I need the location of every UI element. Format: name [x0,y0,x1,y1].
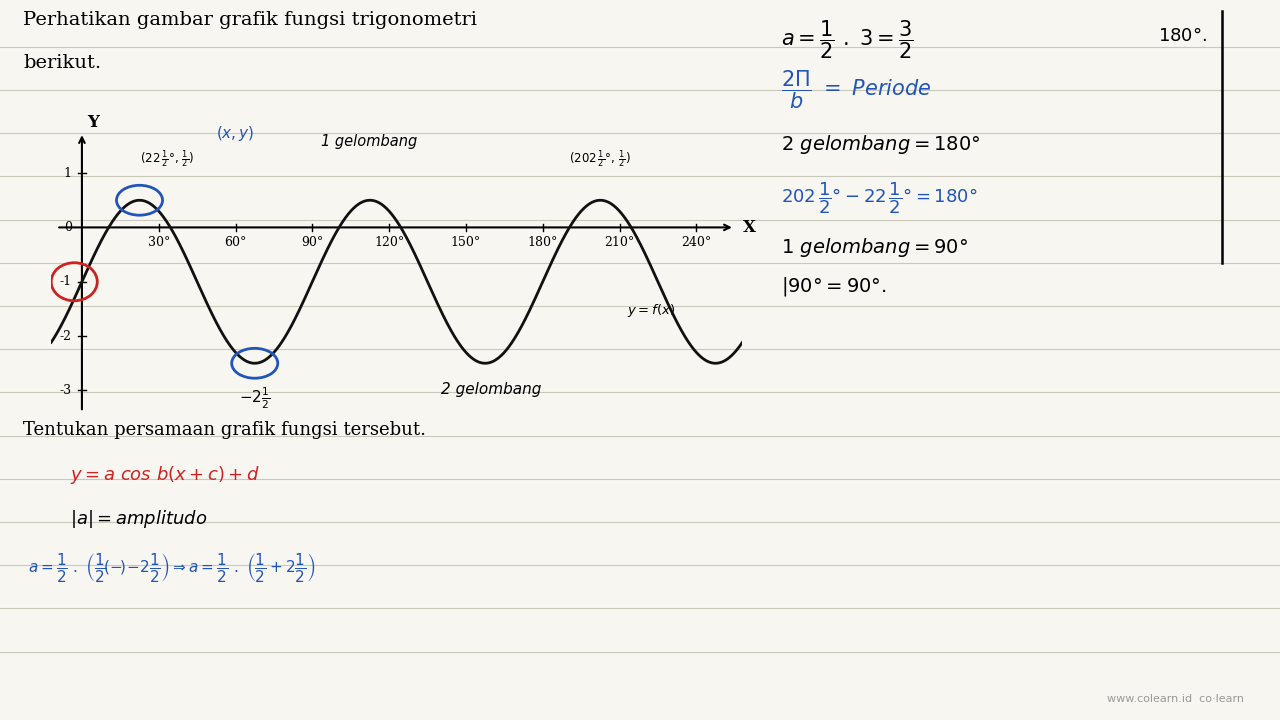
Text: $\dfrac{2\Pi}{b}\ =\ Periode$: $\dfrac{2\Pi}{b}\ =\ Periode$ [781,68,932,111]
Text: $(22\,\frac{1}{2}°,\,\frac{1}{2})$: $(22\,\frac{1}{2}°,\,\frac{1}{2})$ [140,148,193,171]
Text: 210°: 210° [604,235,635,248]
Text: $|a|= amplitudo$: $|a|= amplitudo$ [70,508,207,530]
Text: 1 gelombang: 1 gelombang [320,134,417,148]
Text: $y= a \ cos \ b(x+c)+d$: $y= a \ cos \ b(x+c)+d$ [70,464,260,487]
Text: 30°: 30° [147,235,170,248]
Text: Y: Y [87,114,99,131]
Text: $2\ gelombang = 180°$: $2\ gelombang = 180°$ [781,133,980,156]
Text: $-2\frac{1}{2}$: $-2\frac{1}{2}$ [239,385,270,410]
Text: $180°.$: $180°.$ [1158,27,1207,45]
Text: $(x,y)$: $(x,y)$ [216,124,255,143]
Text: 2 gelombang: 2 gelombang [442,382,541,397]
Text: -1: -1 [60,275,72,288]
Text: 240°: 240° [681,235,712,248]
Text: 90°: 90° [301,235,324,248]
Text: $y = f(x)$: $y = f(x)$ [627,302,676,320]
Text: 120°: 120° [374,235,404,248]
Text: Perhatikan gambar grafik fungsi trigonometri: Perhatikan gambar grafik fungsi trigonom… [23,11,477,29]
Text: 1: 1 [64,166,72,179]
Text: X: X [742,219,755,236]
Text: $a=\dfrac{1}{2}\ .\ 3 = \dfrac{3}{2}$: $a=\dfrac{1}{2}\ .\ 3 = \dfrac{3}{2}$ [781,18,914,60]
Text: 60°: 60° [224,235,247,248]
Text: $(202\,\frac{1}{2}°,\,\frac{1}{2})$: $(202\,\frac{1}{2}°,\,\frac{1}{2})$ [570,148,631,171]
Text: $|90°= 90°.$: $|90°= 90°.$ [781,275,887,298]
Text: $202\,\dfrac{1}{2}°- 22\,\dfrac{1}{2}°= 180°$: $202\,\dfrac{1}{2}°- 22\,\dfrac{1}{2}°= … [781,180,977,216]
Text: $a= \dfrac{1}{2}\ .\ \left(\dfrac{1}{2}\!\left(-\!\right)\!-\!2\dfrac{1}{2}\righ: $a= \dfrac{1}{2}\ .\ \left(\dfrac{1}{2}\… [28,551,316,584]
Text: Tentukan persamaan grafik fungsi tersebut.: Tentukan persamaan grafik fungsi tersebu… [23,421,426,439]
Text: berikut.: berikut. [23,54,101,72]
Text: -2: -2 [60,330,72,343]
Text: $1\ gelombang = 90°$: $1\ gelombang = 90°$ [781,236,968,259]
Text: 150°: 150° [451,235,481,248]
Text: 180°: 180° [527,235,558,248]
Text: www.colearn.id  co·learn: www.colearn.id co·learn [1107,694,1244,704]
Text: -3: -3 [60,384,72,397]
Text: 0: 0 [64,221,72,234]
